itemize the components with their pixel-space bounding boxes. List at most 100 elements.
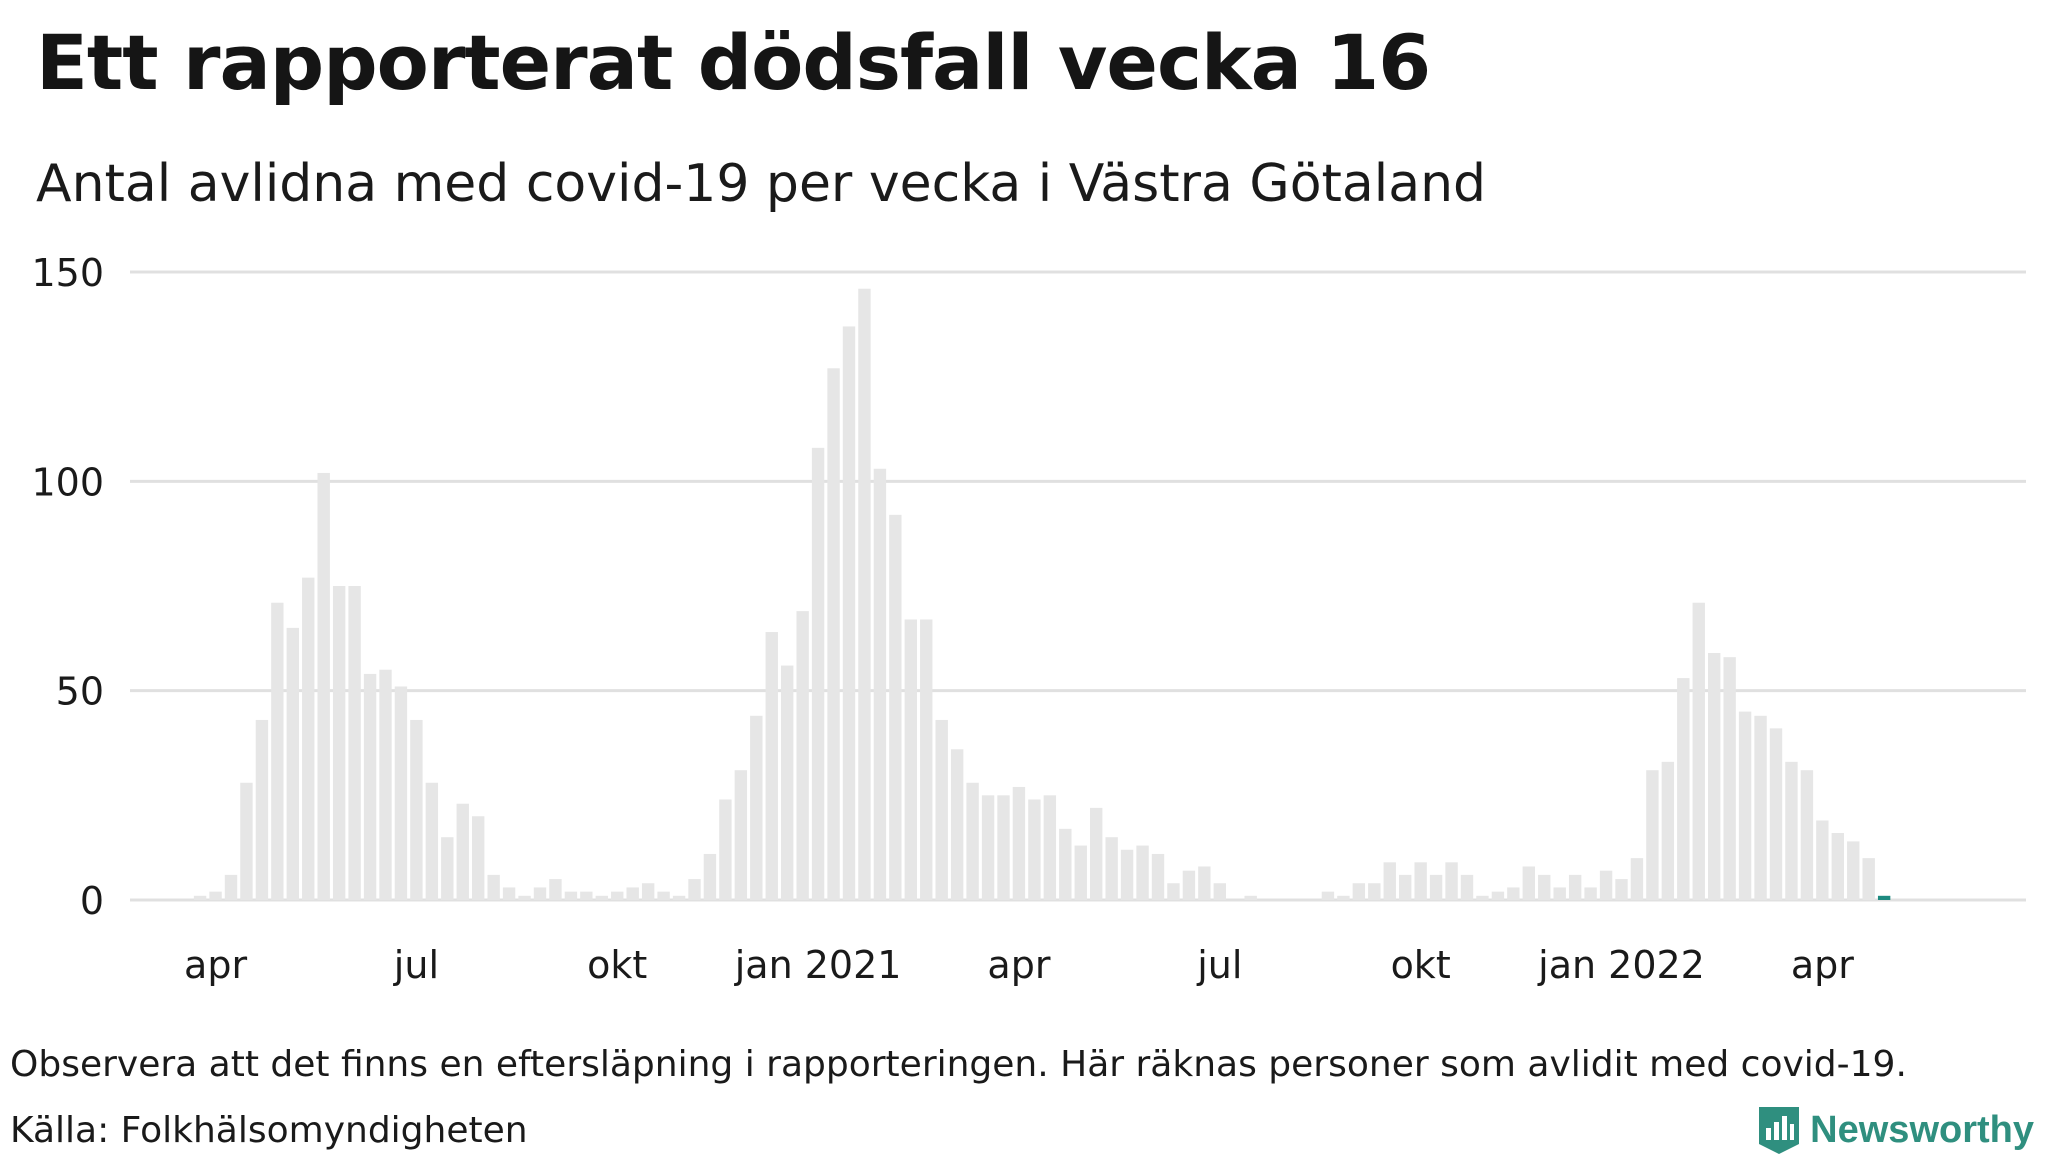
bar — [1120, 849, 1134, 900]
bar — [688, 879, 701, 900]
bar — [240, 782, 253, 900]
logo-text: Newsworthy — [1810, 1108, 2034, 1151]
bar — [1213, 883, 1226, 900]
bar — [410, 719, 423, 900]
bar — [472, 816, 485, 900]
bar — [1800, 770, 1814, 900]
bar — [1708, 652, 1721, 900]
bars-layer — [193, 288, 1891, 900]
x-tick-label: okt — [587, 943, 647, 987]
bar — [719, 799, 732, 900]
bar — [1445, 862, 1458, 900]
bar — [1553, 887, 1566, 900]
source-text: Källa: Folkhälsomyndigheten — [10, 1110, 528, 1151]
bar — [1692, 602, 1705, 900]
bar — [1429, 874, 1443, 900]
bar — [487, 874, 500, 900]
bar — [1460, 874, 1474, 900]
x-tick-label: apr — [1791, 943, 1854, 987]
y-tick-label: 150 — [31, 251, 104, 295]
bar — [1028, 799, 1041, 900]
bar — [703, 853, 717, 900]
bar — [1182, 870, 1196, 900]
bar — [1646, 770, 1659, 900]
bar — [873, 468, 887, 900]
bar — [1337, 895, 1350, 900]
bar — [1136, 845, 1149, 900]
chart-title: Ett rapporterat dödsfall vecka 16 — [36, 18, 1431, 107]
bar — [657, 891, 670, 900]
bar — [533, 887, 547, 900]
bar — [1059, 828, 1072, 900]
bar — [1769, 728, 1783, 900]
bar — [966, 782, 979, 900]
bar — [456, 803, 469, 900]
x-tick-label: okt — [1391, 943, 1451, 987]
bar — [1661, 761, 1675, 900]
bar — [1507, 887, 1520, 900]
bar — [1151, 853, 1165, 900]
bar — [842, 326, 856, 900]
bar — [1043, 795, 1057, 900]
bar-highlight — [1877, 895, 1891, 900]
x-tick-label: jan 2021 — [734, 943, 902, 987]
bar — [1167, 883, 1180, 900]
bar — [1321, 891, 1335, 900]
bar — [611, 891, 624, 900]
bar — [1198, 866, 1211, 900]
bar — [1414, 862, 1427, 900]
y-tick-label: 50 — [56, 670, 104, 714]
bar — [1599, 870, 1613, 900]
bar — [1816, 820, 1829, 900]
footnote: Observera att det finns en eftersläpning… — [10, 1044, 1907, 1085]
bar — [425, 782, 439, 900]
chart-subtitle: Antal avlidna med covid-19 per vecka i V… — [36, 154, 1487, 214]
bar — [781, 665, 794, 900]
bar — [564, 891, 578, 900]
bar — [734, 770, 748, 900]
newsworthy-bar-chart-icon — [1759, 1107, 1800, 1154]
bar — [1105, 837, 1118, 900]
bar — [271, 602, 284, 900]
bar — [1738, 711, 1752, 900]
bar — [827, 368, 840, 900]
bar — [1847, 841, 1860, 900]
bar — [811, 447, 825, 900]
bar — [332, 586, 346, 900]
axis-layer: 0 50 100 150 apr jul okt jan 2021 apr jul okt jan 2… — [31, 251, 1854, 987]
x-tick-label: jan 2022 — [1537, 943, 1705, 987]
bar — [641, 883, 655, 900]
x-tick-label: jul — [1196, 943, 1242, 987]
x-tick-label: apr — [184, 943, 247, 987]
x-tick-label: apr — [987, 943, 1050, 987]
bar — [1368, 883, 1381, 900]
bar — [549, 879, 562, 900]
bar — [1522, 866, 1535, 900]
bar — [858, 288, 871, 900]
bar — [997, 795, 1010, 900]
bar — [935, 719, 948, 900]
bar — [1754, 715, 1767, 900]
bar — [580, 891, 593, 900]
bar — [1491, 891, 1505, 900]
bar — [765, 632, 778, 900]
bar — [920, 619, 933, 900]
newsworthy-logo: Newsworthy — [1756, 1104, 2034, 1156]
bar — [363, 673, 377, 900]
bar — [750, 715, 763, 900]
bar — [255, 719, 269, 900]
bar — [1785, 761, 1798, 900]
bar — [1244, 895, 1257, 900]
bar — [1399, 874, 1412, 900]
y-tick-label: 100 — [31, 460, 104, 504]
bar — [1677, 678, 1690, 900]
x-tick-label: jul — [393, 943, 439, 987]
bar — [518, 895, 531, 900]
bar — [1090, 807, 1103, 900]
bar — [502, 887, 516, 900]
bar — [1615, 879, 1628, 900]
bar — [1012, 786, 1026, 900]
bar — [1831, 833, 1844, 900]
bar — [1630, 858, 1644, 900]
bar — [1568, 874, 1582, 900]
